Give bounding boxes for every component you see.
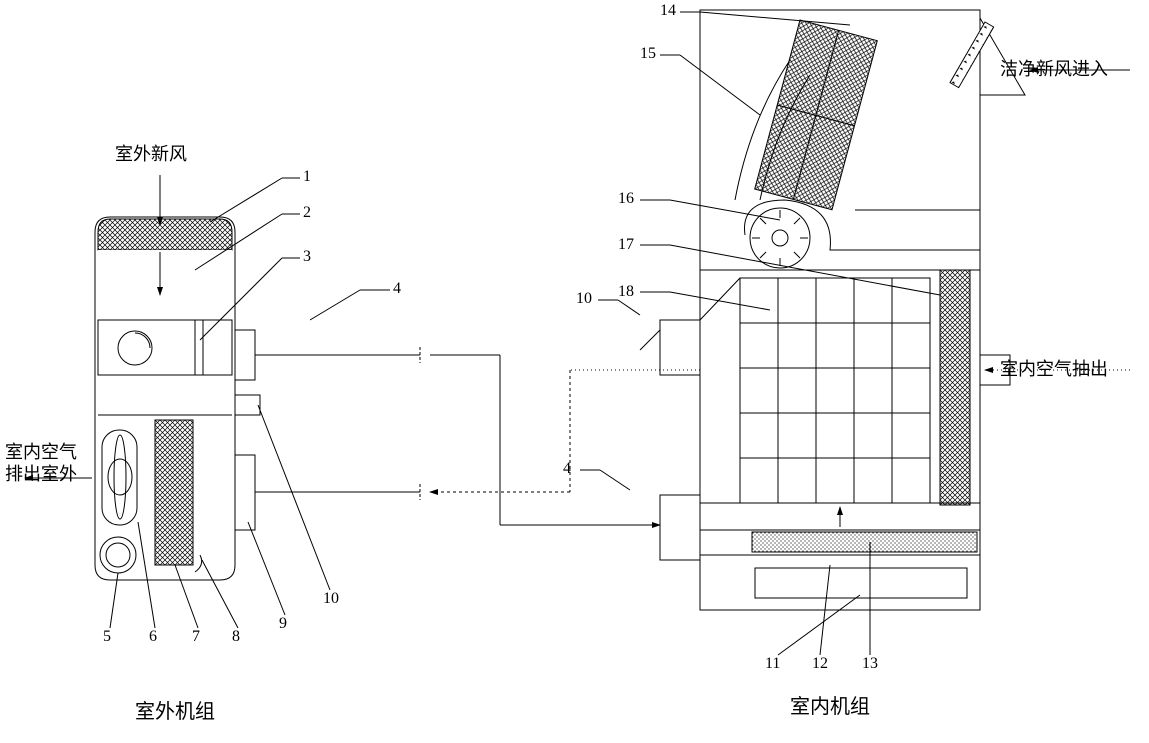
callout-8: 8 bbox=[232, 628, 240, 646]
callout-1: 1 bbox=[303, 168, 311, 186]
callout-15: 15 bbox=[640, 45, 656, 63]
outdoor-unit bbox=[95, 217, 420, 580]
title-indoor: 室内机组 bbox=[790, 690, 870, 719]
callout-18: 18 bbox=[618, 283, 634, 301]
label-clean-fresh-in: 洁净新风进入 bbox=[1000, 55, 1108, 81]
label-indoor-extract: 室内空气抽出 bbox=[1000, 355, 1108, 381]
callout-5: 5 bbox=[103, 628, 111, 646]
callout-6: 6 bbox=[149, 628, 157, 646]
callout-4b: 4 bbox=[563, 460, 571, 478]
callout-13: 13 bbox=[862, 655, 878, 673]
callout-10b: 10 bbox=[576, 290, 592, 308]
callout-12: 12 bbox=[812, 655, 828, 673]
callout-11: 11 bbox=[765, 655, 780, 673]
callout-7: 7 bbox=[192, 628, 200, 646]
callout-4a: 4 bbox=[393, 280, 401, 298]
label-outdoor-fresh: 室外新风 bbox=[115, 140, 187, 166]
callout-14: 14 bbox=[660, 2, 676, 20]
title-outdoor: 室外机组 bbox=[135, 695, 215, 724]
label-exhaust-2: 排出室外 bbox=[5, 460, 77, 486]
callout-17: 17 bbox=[618, 236, 634, 254]
callout-10a: 10 bbox=[323, 590, 339, 608]
callout-16: 16 bbox=[618, 190, 634, 208]
callout-2: 2 bbox=[303, 204, 311, 222]
callout-3: 3 bbox=[303, 248, 311, 266]
indoor-unit bbox=[500, 10, 1025, 610]
callout-9: 9 bbox=[279, 615, 287, 633]
